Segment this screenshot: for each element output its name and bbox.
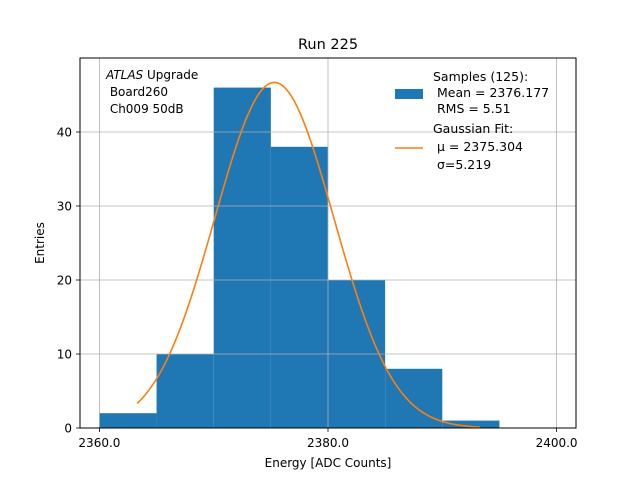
histogram-bar-2 [213,87,271,428]
legend-fit-mu: μ = 2375.304 [433,139,523,154]
legend-fit-sigma: σ=5.219 [433,157,491,172]
y-tick-label-2: 20 [57,274,72,288]
legend-samples-title: Samples (125): [433,69,528,84]
chart-title: Run 225 [298,37,358,53]
histogram-bar-1 [156,354,214,428]
legend-fit-title: Gaussian Fit: [433,121,513,136]
histogram-bar-0 [99,413,157,428]
legend: Samples (125): Mean = 2376.177 RMS = 5.5… [395,69,549,172]
annotation-upgrade: Upgrade [143,68,198,82]
histogram-bars [99,87,500,429]
legend-samples-mean: Mean = 2376.177 [433,85,549,100]
x-tick-label-1: 2380.0 [307,436,349,450]
x-tick-label-0: 2360.0 [78,436,120,450]
annotation-line-1: ATLAS Upgrade [105,68,198,82]
atlas-label: ATLAS [105,68,144,82]
y-tick-label-3: 30 [57,200,72,214]
annotation-board: Board260 [106,85,168,99]
atlas-annotation: ATLAS Upgrade Board260 Ch009 50dB [105,68,198,116]
y-tick-label-1: 10 [57,348,72,362]
annotation-channel: Ch009 50dB [106,102,184,116]
x-tick-label-2: 2400.0 [536,436,578,450]
legend-samples-patch [395,89,423,99]
histogram-bar-3 [270,146,328,429]
histogram-bar-6 [442,420,500,428]
x-axis-label: Energy [ADC Counts] [265,456,392,470]
y-tick-label-0: 0 [64,422,72,436]
y-axis-label: Entries [33,222,47,264]
legend-samples-rms: RMS = 5.51 [433,101,511,116]
y-tick-label-4: 40 [57,126,72,140]
axis-ticks: 2360.0 2380.0 2400.0 0 10 20 30 40 [57,126,578,451]
gaussian-fit-layer [136,81,481,428]
gaussian-fit-curve [136,81,481,428]
